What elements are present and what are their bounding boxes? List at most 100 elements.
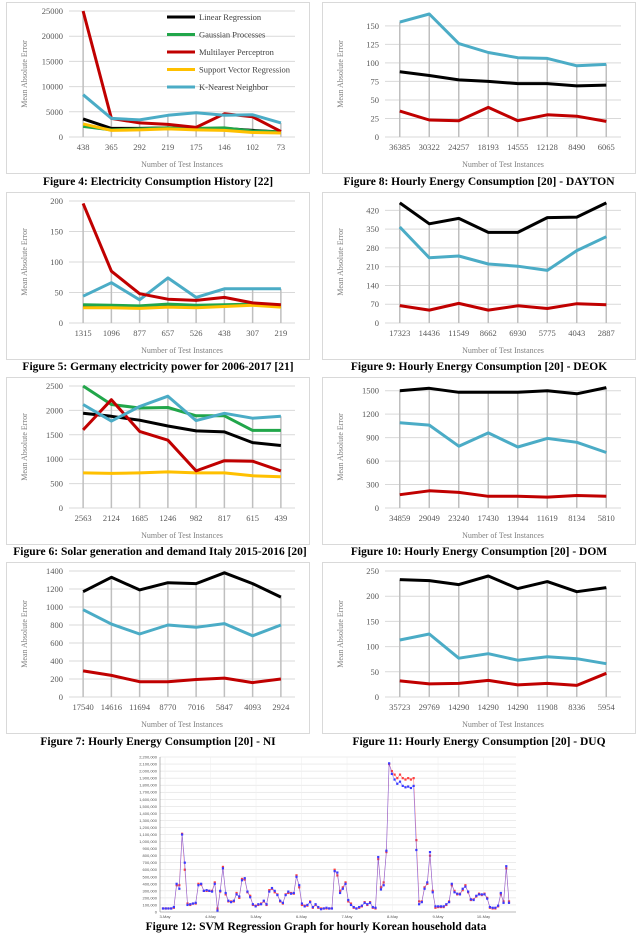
data-point	[464, 885, 467, 888]
y-tick-label: 0	[59, 132, 63, 142]
data-point	[300, 902, 304, 905]
x-tick-label: 29769	[419, 702, 440, 712]
y-tick-label: 150	[366, 616, 379, 626]
caption-fig5: Figure 5: Germany electricity power for …	[22, 361, 294, 373]
data-point	[221, 865, 225, 869]
data-point	[469, 898, 472, 901]
chart-svg-fig11: 0 50 100 150 200 250 35723 29769 14290 14290 14290…	[336, 566, 621, 729]
x-tick-label: 73	[277, 142, 286, 152]
chart-fig7: 0 200 400 600 800 1000 1200 1400 17540 14616 11694…	[6, 562, 310, 734]
data-point	[194, 901, 197, 904]
x-tick-label: 365	[105, 142, 118, 152]
data-point	[412, 784, 415, 787]
x-tick-label: 11908	[537, 702, 558, 712]
series-line-3	[82, 122, 281, 135]
data-point	[453, 891, 456, 894]
x-tick-label: 23240	[448, 513, 469, 523]
series-line-1	[398, 225, 607, 272]
x-tick-label: 24257	[448, 142, 469, 152]
data-point	[486, 897, 489, 900]
series-line-1	[399, 632, 607, 666]
series-line-0	[399, 12, 607, 68]
y-tick-label: 1400	[46, 566, 63, 576]
x-tick-label: 615	[246, 513, 259, 523]
y-tick-label: 300	[366, 480, 379, 490]
data-point	[437, 905, 440, 908]
data-point	[341, 886, 344, 889]
legend-label: Linear Regression	[199, 12, 262, 22]
x-axis-title: Number of Test Instances	[141, 720, 223, 729]
data-point	[412, 777, 415, 780]
x-tick-label: 5775	[539, 328, 556, 338]
data-point	[322, 907, 325, 910]
data-point	[390, 769, 393, 773]
series-line-1	[399, 70, 607, 88]
y-tick-label: 1,700,000	[139, 790, 158, 795]
data-point	[251, 903, 255, 906]
x-tick-label: 2124	[103, 513, 121, 523]
x-tick-label: 7-May	[341, 914, 352, 919]
x-tick-label: 4093	[244, 702, 261, 712]
caption-fig12: Figure 12: SVM Regression Graph for hour…	[145, 921, 487, 933]
y-tick-label: 600	[50, 638, 63, 648]
chart-svg-fig10: 0 300 600 900 1200 1500 34859 29049 23240 17430 13…	[336, 386, 621, 540]
y-tick-label: 200	[366, 591, 379, 601]
series-line-2	[399, 489, 607, 499]
y-tick-label: 1200	[362, 409, 379, 419]
data-point	[494, 906, 497, 909]
y-tick-label: 25	[371, 113, 380, 123]
data-point	[325, 906, 328, 909]
data-point	[396, 777, 399, 780]
x-tick-label: 526	[190, 328, 203, 338]
data-point	[426, 882, 429, 885]
data-point	[388, 762, 391, 765]
series-line-2	[83, 303, 281, 310]
x-tick-label: 982	[190, 513, 203, 523]
y-tick-label: 50	[55, 288, 64, 298]
y-tick-label: 1,600,000	[139, 797, 158, 802]
data-point	[208, 889, 211, 892]
data-point	[491, 906, 494, 909]
y-axis-title: Mean Absolute Error	[336, 228, 345, 296]
data-point	[221, 867, 225, 870]
data-point	[287, 891, 290, 895]
caption-fig7: Figure 7: Hourly Energy Consumption [20]…	[40, 736, 276, 748]
y-axis-title: Mean Absolute Error	[336, 413, 345, 481]
x-tick-label: 438	[77, 142, 90, 152]
data-point	[175, 882, 178, 885]
y-tick-label: 210	[366, 262, 379, 272]
y-tick-label: 2,000,000	[139, 769, 158, 774]
series-line-3	[82, 276, 281, 302]
data-point	[497, 904, 500, 907]
data-point	[336, 874, 339, 877]
data-point	[401, 777, 404, 780]
y-tick-label: 2000	[46, 405, 63, 415]
data-point	[450, 882, 453, 885]
y-tick-label: 500	[50, 479, 63, 489]
x-tick-label: 2887	[598, 328, 615, 338]
data-point	[210, 890, 214, 893]
x-axis-title: Number of Test Instances	[462, 720, 544, 729]
chart-svg-fig4: 0 5000 10000 15000 20000 25000 438 365 292 219 175…	[20, 6, 295, 169]
y-tick-label: 0	[375, 503, 379, 513]
data-point	[415, 848, 418, 852]
data-point	[347, 898, 350, 902]
series-line-3	[82, 398, 282, 473]
data-point	[295, 875, 298, 878]
data-point	[249, 894, 252, 897]
y-axis-title: Mean Absolute Error	[336, 40, 345, 108]
x-tick-label: 5810	[598, 513, 615, 523]
data-point	[445, 903, 448, 906]
data-point	[238, 895, 241, 898]
data-point	[407, 777, 410, 780]
y-tick-label: 200	[50, 196, 63, 206]
data-point	[404, 786, 407, 789]
data-point	[243, 877, 246, 880]
x-tick-label: 4-May	[205, 914, 216, 919]
data-point	[238, 896, 241, 900]
y-tick-label: 15000	[42, 56, 63, 66]
x-axis-title: Number of Test Instances	[141, 531, 223, 540]
x-tick-label: 3-May	[159, 914, 170, 919]
data-point	[180, 833, 184, 836]
